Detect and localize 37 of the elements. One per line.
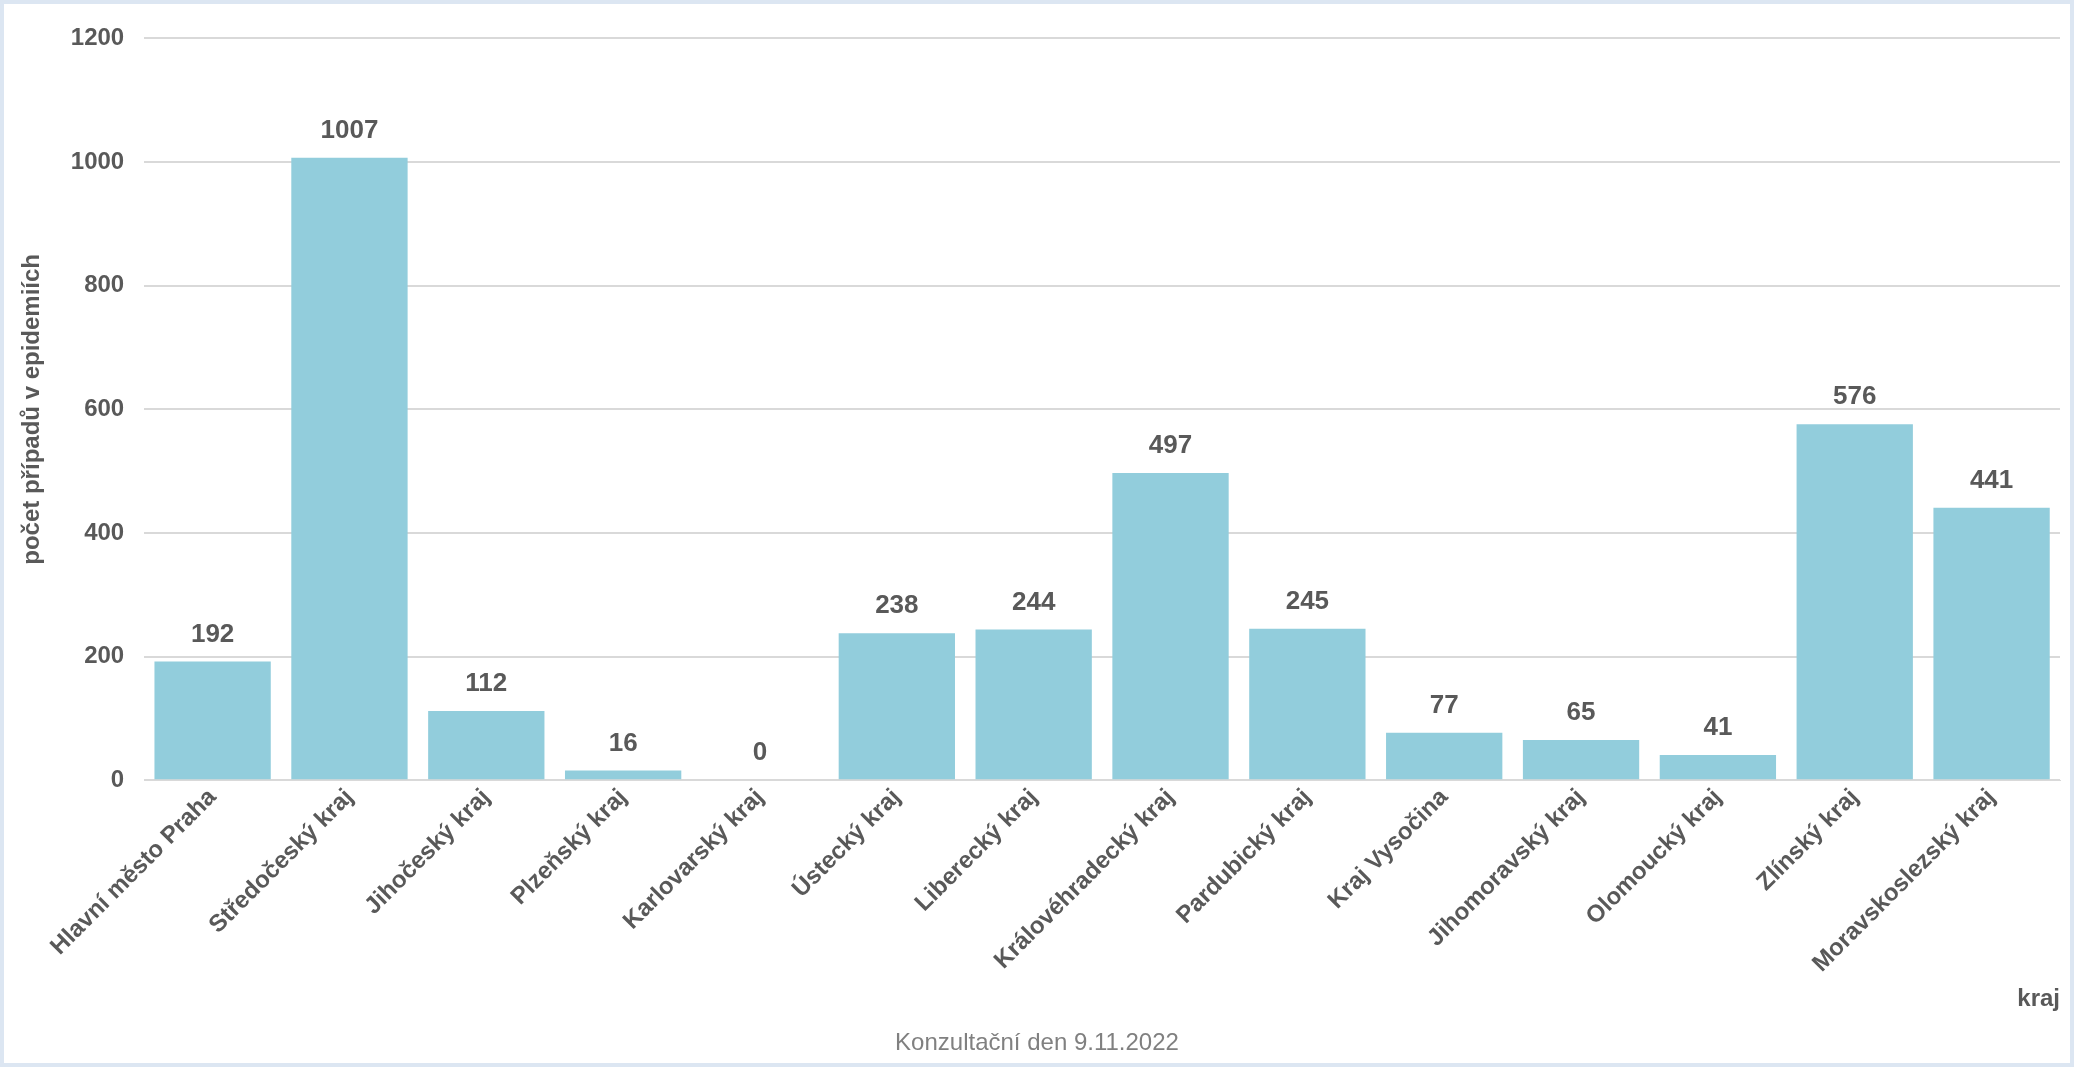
data-label: 576: [1833, 380, 1877, 411]
x-axis-title: kraj: [2017, 984, 2060, 1012]
data-label: 441: [1969, 463, 2014, 494]
y-tick-label: 600: [84, 393, 125, 421]
bar: [428, 711, 545, 780]
bar: [1659, 754, 1777, 780]
y-tick-label: 800: [84, 270, 125, 298]
data-label: 41: [1703, 711, 1733, 742]
bar: [1522, 740, 1640, 780]
bar: [154, 661, 271, 780]
bar: [838, 633, 955, 780]
bar: [291, 157, 408, 780]
data-label: 112: [465, 667, 508, 698]
data-label: 245: [1285, 585, 1330, 616]
data-label: 244: [1011, 585, 1056, 616]
data-label: 16: [608, 726, 638, 757]
y-tick-label: 400: [84, 517, 125, 545]
text: Konzultační den 9.11.2022: [895, 1027, 1179, 1055]
bar: [564, 770, 682, 780]
data-label: 1007: [320, 113, 379, 144]
data-label: 77: [1429, 688, 1459, 719]
bar: [1386, 732, 1503, 780]
y-tick-label: 1200: [70, 23, 125, 51]
data-label: 497: [1148, 429, 1193, 460]
bar: [1112, 473, 1229, 780]
bar: [1249, 628, 1366, 780]
y-tick-label: 1000: [70, 146, 125, 174]
data-label: 0: [752, 736, 768, 767]
y-tick-label: 0: [110, 764, 125, 792]
data-label: 238: [875, 589, 919, 620]
y-tick-label: 200: [84, 641, 125, 669]
bar: [1796, 424, 1913, 780]
bar: [1933, 507, 2050, 780]
y-axis-title: počet případů v epidemiích: [17, 253, 45, 565]
bar: [975, 629, 1092, 780]
data-label: 65: [1566, 696, 1596, 727]
data-label: 192: [190, 617, 235, 648]
